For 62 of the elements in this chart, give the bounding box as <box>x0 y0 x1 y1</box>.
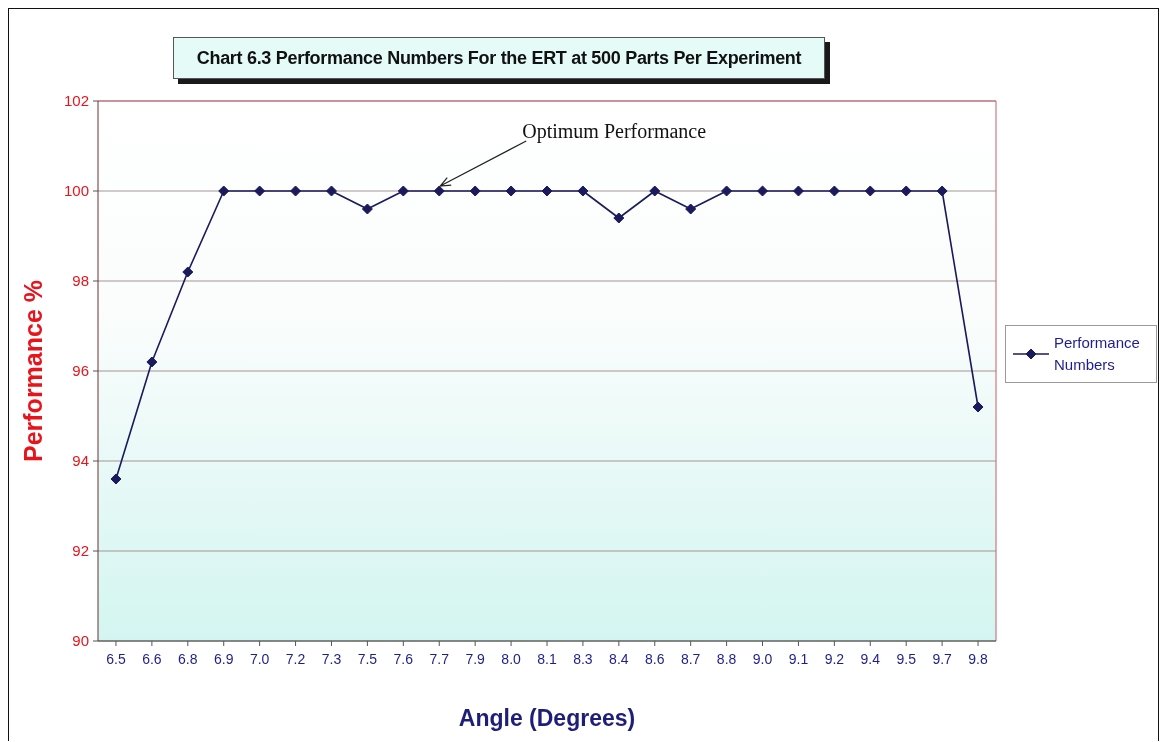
x-tick-label: 9.5 <box>896 650 917 667</box>
legend-label: Performance Numbers <box>1054 333 1141 375</box>
x-tick-label: 6.9 <box>213 650 234 667</box>
y-tick-label: 98 <box>72 272 89 290</box>
x-tick-label: 7.9 <box>465 650 486 667</box>
x-tick-label: 8.1 <box>537 650 557 667</box>
x-tick-label: 9.7 <box>932 650 953 667</box>
x-tick-label: 9.4 <box>860 650 881 667</box>
point <box>792 185 804 197</box>
point <box>649 185 661 197</box>
x-tick-label: 6.5 <box>106 650 126 667</box>
chart-title: Chart 6.3 Performance Numbers For the ERT at 500 Parts Per Experiment <box>196 47 802 69</box>
point <box>433 185 445 197</box>
point <box>290 185 302 197</box>
x-tick-label: 8.6 <box>645 650 665 667</box>
point <box>828 185 840 197</box>
point <box>469 185 481 197</box>
x-axis-title: Angle (Degrees) <box>458 705 636 731</box>
y-tick-label: 92 <box>72 542 89 560</box>
point <box>900 185 912 197</box>
x-tick-label: 9.0 <box>752 650 773 667</box>
point <box>757 185 769 197</box>
x-tick-label: 7.7 <box>429 650 450 667</box>
point <box>541 185 553 197</box>
x-tick-label: 6.8 <box>178 650 198 667</box>
y-tick-label: 94 <box>72 452 89 470</box>
x-tick-label: 9.2 <box>824 650 845 667</box>
x-tick-label: 6.6 <box>142 650 162 667</box>
point <box>685 203 697 215</box>
point <box>397 185 409 197</box>
point <box>110 473 122 485</box>
point <box>505 185 517 197</box>
point <box>721 185 733 197</box>
x-tick-label: 7.3 <box>321 650 342 667</box>
point <box>182 266 194 278</box>
x-tick-label: 8.8 <box>716 650 737 667</box>
point <box>864 185 876 197</box>
point <box>577 185 589 197</box>
y-tick-label: 96 <box>72 362 89 380</box>
point <box>218 185 230 197</box>
x-tick-label: 8.4 <box>609 650 629 667</box>
x-tick-label: 8.0 <box>501 650 522 667</box>
x-tick-label: 7.2 <box>285 650 306 667</box>
point <box>254 185 266 197</box>
x-tick-label: 7.0 <box>249 650 270 667</box>
point <box>361 203 373 215</box>
point <box>613 212 625 224</box>
y-tick-label: 90 <box>72 632 89 650</box>
y-tick-label: 102 <box>63 92 89 110</box>
x-tick-label: 9.1 <box>788 650 809 667</box>
y-axis-title: Performance % <box>19 279 47 463</box>
x-tick-label: 7.6 <box>393 650 414 667</box>
point <box>972 401 984 413</box>
x-tick-label: 9.8 <box>968 650 988 667</box>
x-tick-label: 8.7 <box>680 650 701 667</box>
annotation: Optimum Performance <box>522 120 707 143</box>
x-tick-label: 7.5 <box>357 650 378 667</box>
point <box>936 185 948 197</box>
y-tick-label: 100 <box>63 182 89 200</box>
x-tick-label: 8.3 <box>573 650 593 667</box>
point <box>146 356 158 368</box>
point <box>325 185 337 197</box>
